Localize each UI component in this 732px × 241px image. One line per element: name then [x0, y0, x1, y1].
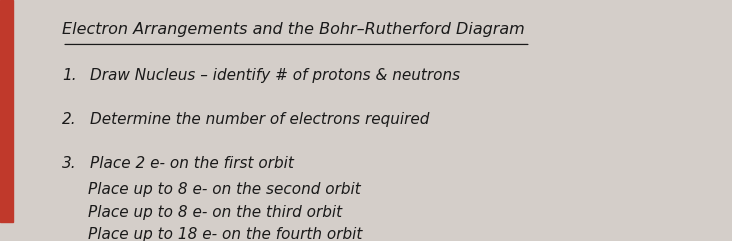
Text: Place up to 18 e- on the fourth orbit: Place up to 18 e- on the fourth orbit	[88, 227, 362, 241]
FancyBboxPatch shape	[0, 0, 13, 222]
Text: 1.: 1.	[62, 68, 77, 83]
Text: Determine the number of electrons required: Determine the number of electrons requir…	[90, 112, 430, 127]
Text: Place up to 8 e- on the third orbit: Place up to 8 e- on the third orbit	[88, 205, 342, 220]
Text: 3.: 3.	[62, 156, 77, 171]
Text: Place 2 e- on the first orbit: Place 2 e- on the first orbit	[90, 156, 294, 171]
Text: Place up to 8 e- on the second orbit: Place up to 8 e- on the second orbit	[88, 182, 361, 197]
Text: Draw Nucleus – identify # of protons & neutrons: Draw Nucleus – identify # of protons & n…	[90, 68, 460, 83]
Text: Electron Arrangements and the Bohr–Rutherford Diagram: Electron Arrangements and the Bohr–Ruthe…	[62, 22, 525, 37]
Text: 2.: 2.	[62, 112, 77, 127]
